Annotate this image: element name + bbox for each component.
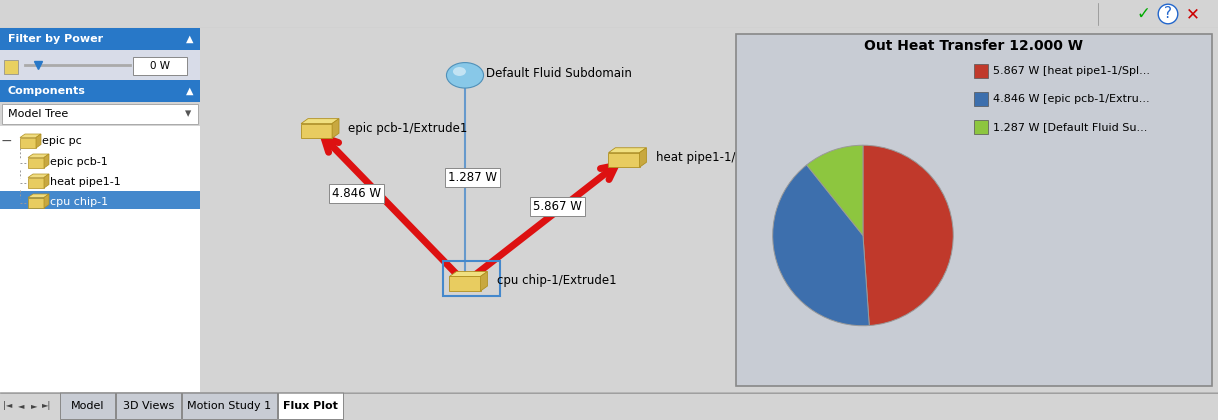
Bar <box>133 57 188 75</box>
Polygon shape <box>333 118 339 138</box>
Text: ▲: ▲ <box>186 86 194 96</box>
Bar <box>181 392 276 419</box>
Bar <box>2 104 199 124</box>
Polygon shape <box>37 134 41 148</box>
Text: ►|: ►| <box>43 402 51 410</box>
Wedge shape <box>772 165 870 326</box>
Bar <box>0 50 200 80</box>
Bar <box>28 158 44 168</box>
Polygon shape <box>449 276 481 291</box>
Circle shape <box>447 63 484 88</box>
Bar <box>0 126 200 392</box>
Text: Out Heat Transfer 12.000 W: Out Heat Transfer 12.000 W <box>865 39 1084 53</box>
Bar <box>19 137 37 148</box>
Polygon shape <box>44 154 49 168</box>
Text: ▾: ▾ <box>185 108 191 121</box>
Polygon shape <box>639 148 647 167</box>
Polygon shape <box>609 152 639 167</box>
Text: Model Tree: Model Tree <box>9 109 68 119</box>
Text: Flux Plot: Flux Plot <box>283 401 337 411</box>
Bar <box>974 92 988 106</box>
Text: Filter by Power: Filter by Power <box>9 34 104 44</box>
Text: ►: ► <box>30 402 38 410</box>
Bar <box>0 191 200 209</box>
Text: −: − <box>0 134 12 148</box>
Text: 4.846 W [epic pcb-1/Extru...: 4.846 W [epic pcb-1/Extru... <box>993 94 1150 104</box>
Wedge shape <box>864 145 954 326</box>
Text: 1.287 W: 1.287 W <box>448 171 497 184</box>
Text: Components: Components <box>9 86 86 96</box>
Bar <box>28 178 44 188</box>
Circle shape <box>453 67 466 76</box>
Bar <box>0 80 200 102</box>
Polygon shape <box>28 154 49 158</box>
Text: epic pc: epic pc <box>41 136 82 146</box>
Polygon shape <box>481 271 487 291</box>
Text: 5.867 W [heat pipe1-1/Spl...: 5.867 W [heat pipe1-1/Spl... <box>993 66 1150 76</box>
Bar <box>60 392 114 419</box>
Bar <box>116 392 181 419</box>
Text: ▲: ▲ <box>186 34 194 44</box>
Text: ✕: ✕ <box>1186 5 1200 23</box>
Polygon shape <box>44 174 49 188</box>
Polygon shape <box>28 174 49 178</box>
Polygon shape <box>44 194 49 208</box>
Text: |◄: |◄ <box>4 402 12 410</box>
Polygon shape <box>301 123 333 138</box>
Polygon shape <box>609 148 647 152</box>
Text: ◄: ◄ <box>18 402 24 410</box>
Bar <box>974 64 988 78</box>
Polygon shape <box>19 134 41 137</box>
Text: epic pcb-1/Extrude1: epic pcb-1/Extrude1 <box>348 122 468 134</box>
Text: heat pipe1-1/Split Line1: heat pipe1-1/Split Line1 <box>655 151 798 164</box>
Text: Default Fluid Subdomain: Default Fluid Subdomain <box>486 67 632 80</box>
Bar <box>4 60 18 74</box>
Text: Model: Model <box>71 401 105 411</box>
Text: 1.287 W [Default Fluid Su...: 1.287 W [Default Fluid Su... <box>993 122 1147 132</box>
Bar <box>0 28 200 50</box>
Polygon shape <box>301 118 339 123</box>
Text: 0 W: 0 W <box>150 61 171 71</box>
Text: epic pcb-1: epic pcb-1 <box>50 157 107 167</box>
Text: 4.846 W: 4.846 W <box>331 187 381 200</box>
Text: cpu chip-1/Extrude1: cpu chip-1/Extrude1 <box>497 275 616 287</box>
Text: Motion Study 1: Motion Study 1 <box>188 401 272 411</box>
Polygon shape <box>28 194 49 197</box>
Text: ?: ? <box>1164 6 1172 21</box>
Text: 3D Views: 3D Views <box>123 401 174 411</box>
Wedge shape <box>806 145 864 236</box>
Text: ✓: ✓ <box>1136 5 1150 23</box>
Text: 5.867 W: 5.867 W <box>533 200 582 213</box>
Text: heat pipe1-1: heat pipe1-1 <box>50 177 121 187</box>
Bar <box>28 197 44 208</box>
Bar <box>974 120 988 134</box>
Text: cpu chip-1: cpu chip-1 <box>50 197 108 207</box>
Polygon shape <box>449 271 487 276</box>
Bar <box>278 392 343 419</box>
